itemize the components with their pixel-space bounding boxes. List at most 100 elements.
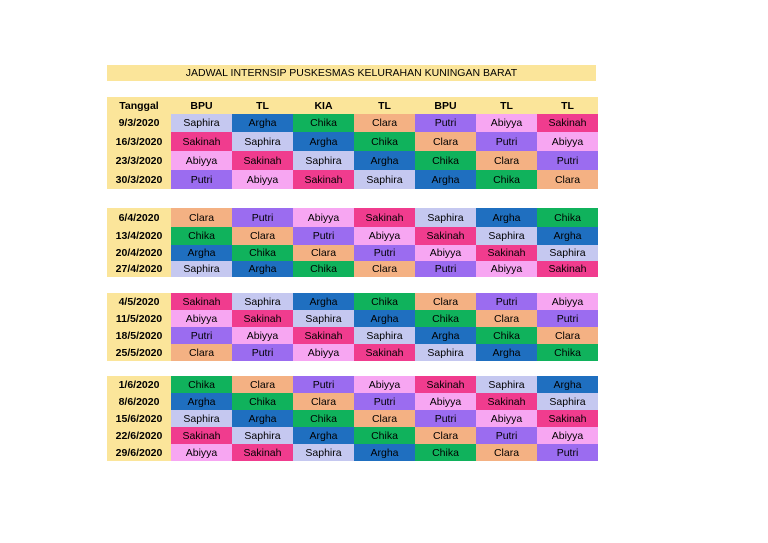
- header-row: Tanggal BPU TL KIA TL BPU TL TL: [107, 97, 598, 114]
- staff-cell: Clara: [293, 393, 354, 410]
- staff-cell: Chika: [293, 261, 354, 277]
- header-tl: TL: [476, 97, 537, 114]
- staff-cell: Saphira: [415, 208, 476, 227]
- staff-cell: Chika: [354, 427, 415, 444]
- header-bpu: BPU: [171, 97, 232, 114]
- table-row: 30/3/2020 Putri Abiyya Sakinah Saphira A…: [107, 170, 598, 189]
- staff-cell: Saphira: [537, 245, 598, 261]
- staff-cell: Abiyya: [171, 151, 232, 170]
- staff-cell: Clara: [171, 208, 232, 227]
- staff-cell: Clara: [415, 132, 476, 151]
- staff-cell: Argha: [293, 132, 354, 151]
- table-row: 15/6/2020 Saphira Argha Chika Clara Putr…: [107, 410, 598, 427]
- schedule-block-march: Tanggal BPU TL KIA TL BPU TL TL 9/3/2020…: [107, 97, 598, 189]
- staff-cell: Clara: [415, 427, 476, 444]
- staff-cell: Abiyya: [232, 170, 293, 189]
- staff-cell: Sakinah: [232, 444, 293, 461]
- table-row: 6/4/2020 Clara Putri Abiyya Sakinah Saph…: [107, 208, 598, 227]
- schedule-block-june: 1/6/2020 Chika Clara Putri Abiyya Sakina…: [107, 376, 598, 461]
- staff-cell: Chika: [415, 310, 476, 327]
- staff-cell: Argha: [476, 208, 537, 227]
- table-row: 1/6/2020 Chika Clara Putri Abiyya Sakina…: [107, 376, 598, 393]
- staff-cell: Chika: [537, 344, 598, 361]
- staff-cell: Clara: [354, 410, 415, 427]
- staff-cell: Chika: [354, 132, 415, 151]
- staff-cell: Sakinah: [537, 261, 598, 277]
- staff-cell: Putri: [232, 208, 293, 227]
- staff-cell: Abiyya: [354, 227, 415, 245]
- staff-cell: Clara: [354, 114, 415, 132]
- staff-cell: Clara: [354, 261, 415, 277]
- staff-cell: Abiyya: [476, 114, 537, 132]
- staff-cell: Putri: [171, 170, 232, 189]
- table-row: 29/6/2020 Abiyya Sakinah Saphira Argha C…: [107, 444, 598, 461]
- date-cell: 20/4/2020: [107, 245, 171, 261]
- staff-cell: Putri: [537, 310, 598, 327]
- date-cell: 6/4/2020: [107, 208, 171, 227]
- staff-cell: Abiyya: [293, 344, 354, 361]
- date-cell: 13/4/2020: [107, 227, 171, 245]
- staff-cell: Saphira: [171, 410, 232, 427]
- date-cell: 22/6/2020: [107, 427, 171, 444]
- staff-cell: Clara: [232, 227, 293, 245]
- staff-cell: Chika: [293, 114, 354, 132]
- staff-cell: Saphira: [171, 114, 232, 132]
- staff-cell: Argha: [415, 170, 476, 189]
- staff-cell: Sakinah: [476, 393, 537, 410]
- staff-cell: Argha: [293, 293, 354, 310]
- date-cell: 16/3/2020: [107, 132, 171, 151]
- table-row: 13/4/2020 Chika Clara Putri Abiyya Sakin…: [107, 227, 598, 245]
- staff-cell: Chika: [354, 293, 415, 310]
- staff-cell: Putri: [537, 151, 598, 170]
- staff-cell: Putri: [354, 245, 415, 261]
- header-tl: TL: [232, 97, 293, 114]
- table-row: 9/3/2020 Saphira Argha Chika Clara Putri…: [107, 114, 598, 132]
- staff-cell: Sakinah: [293, 327, 354, 344]
- staff-cell: Clara: [171, 344, 232, 361]
- date-cell: 29/6/2020: [107, 444, 171, 461]
- staff-cell: Sakinah: [537, 114, 598, 132]
- staff-cell: Saphira: [293, 310, 354, 327]
- staff-cell: Argha: [537, 227, 598, 245]
- staff-cell: Abiyya: [232, 327, 293, 344]
- staff-cell: Sakinah: [232, 310, 293, 327]
- staff-cell: Sakinah: [537, 410, 598, 427]
- date-cell: 11/5/2020: [107, 310, 171, 327]
- header-kia: KIA: [293, 97, 354, 114]
- staff-cell: Argha: [476, 344, 537, 361]
- staff-cell: Abiyya: [415, 245, 476, 261]
- staff-cell: Sakinah: [415, 227, 476, 245]
- staff-cell: Chika: [415, 444, 476, 461]
- staff-cell: Saphira: [232, 132, 293, 151]
- staff-cell: Clara: [476, 151, 537, 170]
- staff-cell: Saphira: [354, 170, 415, 189]
- staff-cell: Sakinah: [171, 293, 232, 310]
- header-tanggal: Tanggal: [107, 97, 171, 114]
- staff-cell: Saphira: [354, 327, 415, 344]
- staff-cell: Saphira: [537, 393, 598, 410]
- staff-cell: Putri: [415, 410, 476, 427]
- staff-cell: Clara: [232, 376, 293, 393]
- staff-cell: Abiyya: [354, 376, 415, 393]
- date-cell: 18/5/2020: [107, 327, 171, 344]
- header-tl: TL: [354, 97, 415, 114]
- table-row: 22/6/2020 Sakinah Saphira Argha Chika Cl…: [107, 427, 598, 444]
- staff-cell: Putri: [354, 393, 415, 410]
- staff-cell: Putri: [415, 114, 476, 132]
- staff-cell: Putri: [476, 427, 537, 444]
- staff-cell: Putri: [476, 132, 537, 151]
- schedule-block-may: 4/5/2020 Sakinah Saphira Argha Chika Cla…: [107, 293, 598, 361]
- staff-cell: Sakinah: [415, 376, 476, 393]
- staff-cell: Clara: [476, 310, 537, 327]
- schedule-block-april: 6/4/2020 Clara Putri Abiyya Sakinah Saph…: [107, 208, 598, 277]
- date-cell: 4/5/2020: [107, 293, 171, 310]
- header-tl: TL: [537, 97, 598, 114]
- date-cell: 25/5/2020: [107, 344, 171, 361]
- table-row: 16/3/2020 Sakinah Saphira Argha Chika Cl…: [107, 132, 598, 151]
- table-row: 18/5/2020 Putri Abiyya Sakinah Saphira A…: [107, 327, 598, 344]
- schedule-title: JADWAL INTERNSIP PUSKESMAS KELURAHAN KUN…: [107, 65, 596, 81]
- staff-cell: Argha: [354, 444, 415, 461]
- staff-cell: Sakinah: [293, 170, 354, 189]
- staff-cell: Saphira: [293, 151, 354, 170]
- staff-cell: Sakinah: [171, 427, 232, 444]
